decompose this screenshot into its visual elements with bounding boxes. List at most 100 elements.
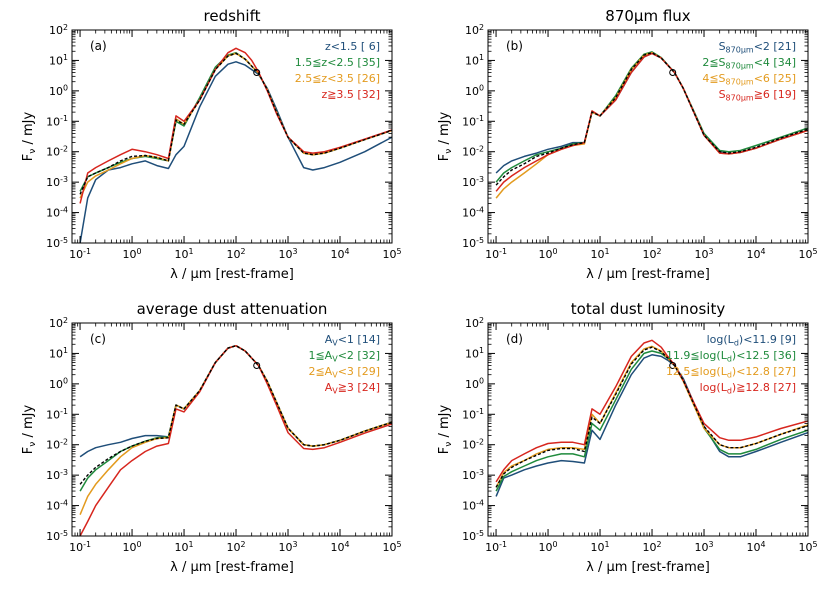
plot-frame [71,322,393,537]
series-line-1 [495,354,808,497]
y-tick-label: 10-5​ [46,236,68,250]
normalization-marker [253,69,261,77]
legend-entry: 1.5≦z<2.5 [35] [295,56,380,69]
panel-title: total dust luminosity [571,300,726,318]
series-line-5 [79,52,392,195]
x-tick-label: 103​ [279,247,298,261]
series-group [495,51,808,199]
y-tick-label: 100​ [465,84,484,98]
series-group [495,339,808,497]
normalization-marker [669,362,677,370]
legend-entry: 2≦AV<3 [29] [308,365,380,380]
y-tick-label: 10-1​ [46,407,68,421]
x-tick-label: 100​ [123,247,142,261]
panel-title: average dust attenuation [137,300,328,318]
y-tick-label: 10-3​ [462,175,484,189]
x-tick-label: 100​ [539,540,558,554]
y-axis-label: Fν / mJy [437,112,454,162]
x-tick-label: 10-1​ [69,540,91,554]
chart-panel-4: 10-1​ 100​ 101​ 102​ 103​ 104​ 105​ 10-5​ 10-4​ 1… [437,300,818,575]
plot-frame [71,29,393,244]
x-tick-label: 105​ [382,247,401,261]
series-line-4 [495,339,808,483]
x-tick-label: 104​ [330,247,349,261]
y-tick-label: 10-4​ [46,498,68,512]
series-line-4 [495,52,808,192]
y-tick-label: 101​ [49,53,68,67]
legend-entry: 2.5≦z<3.5 [26] [295,72,380,85]
y-tick-label: 101​ [465,346,484,360]
x-tick-label: 105​ [382,540,401,554]
x-tick-label: 100​ [123,540,142,554]
x-tick-label: 10-1​ [485,247,507,261]
y-tick-label: 102​ [49,316,68,330]
legend-entry: AV<1 [14] [325,333,380,348]
y-axis-label: Fν / mJy [21,112,38,162]
y-tick-label: 10-2​ [46,438,68,452]
series-group [79,47,392,243]
x-tick-label: 100​ [539,247,558,261]
y-tick-label: 10-5​ [462,529,484,543]
x-tick-label: 104​ [746,247,765,261]
y-tick-label: 10-2​ [462,145,484,159]
y-tick-label: 10-2​ [46,145,68,159]
legend-entry: 1≦AV<2 [32] [308,349,380,364]
y-tick-label: 10-3​ [462,468,484,482]
legend-entry: 4≦S870μm<6 [25] [702,72,796,87]
panel-title: redshift [204,7,261,25]
legend-entry: z<1.5 [ 6] [325,40,380,53]
series-line-2 [495,51,808,183]
y-tick-label: 10-3​ [46,468,68,482]
y-tick-label: 10-5​ [462,236,484,250]
x-axis-label: λ / μm [rest-frame] [586,560,710,575]
series-line-2 [495,350,808,492]
series-line-5 [495,52,808,186]
legend-entry: 11.9≦log(Ld)<12.5 [36] [666,349,796,364]
y-tick-label: 102​ [465,316,484,330]
series-line-4 [79,47,392,204]
y-tick-label: 102​ [465,23,484,37]
y-tick-label: 10-4​ [462,498,484,512]
legend-entry: 12.5≦log(Ld)<12.8 [27] [666,365,796,380]
x-tick-label: 101​ [591,540,610,554]
y-tick-label: 100​ [465,377,484,391]
y-tick-label: 10-2​ [462,438,484,452]
y-tick-label: 102​ [49,23,68,37]
series-line-1 [79,61,392,243]
series-group [79,344,392,536]
chart-panel-1: 10-1​ 100​ 101​ 102​ 103​ 104​ 105​ 10-5​ 10-4​ 1… [21,7,402,282]
series-line-5 [79,345,392,485]
y-axis-label: Fν / mJy [437,405,454,455]
y-tick-label: 10-5​ [46,529,68,543]
x-tick-label: 105​ [798,540,817,554]
y-tick-label: 10-4​ [46,205,68,219]
legend-entry: z≧3.5 [32] [321,88,380,101]
x-tick-label: 10-1​ [485,540,507,554]
chart-panel-2: 10-1​ 100​ 101​ 102​ 103​ 104​ 105​ 10-5​ 10-4​ 1… [437,7,818,282]
x-axis-label: λ / μm [rest-frame] [586,267,710,282]
normalization-marker [669,69,677,77]
x-tick-label: 105​ [798,247,817,261]
y-tick-label: 10-3​ [46,175,68,189]
y-tick-label: 10-1​ [462,114,484,128]
panel-label: (c) [90,332,106,346]
x-axis-label: λ / μm [rest-frame] [170,560,294,575]
x-tick-label: 104​ [746,540,765,554]
x-tick-label: 102​ [643,247,662,261]
x-tick-label: 103​ [695,540,714,554]
x-tick-label: 102​ [643,540,662,554]
legend-entry: log(Ld)<11.9 [9] [707,333,796,348]
panel-label: (a) [90,39,107,53]
x-tick-label: 103​ [695,247,714,261]
x-tick-label: 101​ [591,247,610,261]
y-axis-label: Fν / mJy [21,405,38,455]
x-tick-label: 101​ [175,247,194,261]
y-tick-label: 10-1​ [462,407,484,421]
legend-entry: S870μm<2 [21] [719,40,796,55]
legend-entry: 2≦S870μm<4 [34] [702,56,796,71]
y-tick-label: 10-4​ [462,205,484,219]
plot-frame [487,322,809,537]
chart-panel-3: 10-1​ 100​ 101​ 102​ 103​ 104​ 105​ 10-5​ 10-4​ 1… [21,300,402,575]
panel-title: 870μm flux [605,7,691,25]
